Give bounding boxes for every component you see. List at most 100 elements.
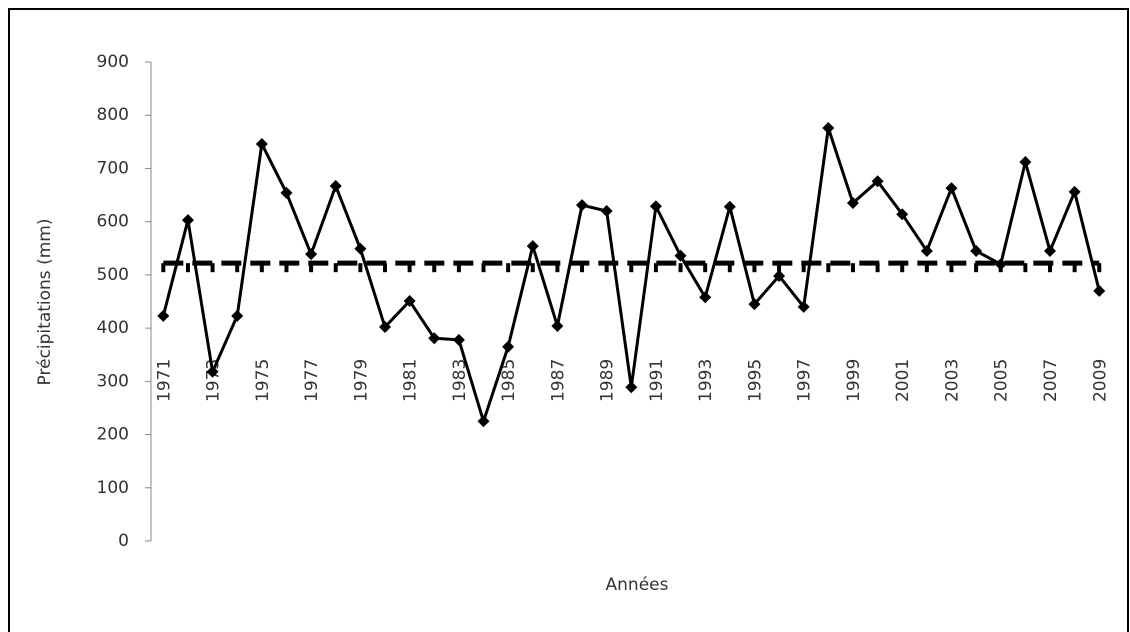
point-marker: [920, 244, 933, 257]
point-marker: [157, 309, 170, 322]
x-tick-label: 1975: [253, 359, 273, 402]
point-marker: [1093, 284, 1106, 297]
point-marker: [452, 333, 465, 346]
mean-marker: [777, 263, 782, 273]
x-tick-label: 1985: [499, 359, 519, 402]
y-axis-label: Précipitations (mm): [35, 219, 55, 386]
x-tick-label: 1995: [745, 359, 765, 402]
mean-marker: [826, 263, 831, 273]
y-tick-label: 500: [97, 265, 129, 285]
point-marker: [576, 199, 589, 212]
point-marker: [773, 269, 786, 282]
x-tick-label: 2001: [893, 359, 913, 402]
mean-marker: [284, 263, 289, 273]
x-tick-label: 1999: [844, 359, 864, 402]
mean-marker: [235, 263, 240, 273]
mean-marker: [678, 263, 683, 273]
point-marker: [600, 205, 613, 218]
mean-marker: [580, 263, 585, 273]
mean-marker: [653, 263, 658, 273]
mean-marker: [481, 263, 486, 273]
y-tick-label: 200: [97, 425, 129, 445]
x-tick-label: 1973: [204, 359, 224, 402]
mean-marker: [555, 263, 560, 273]
mean-marker: [900, 263, 905, 273]
y-tick-label: 0: [118, 531, 129, 551]
point-marker: [797, 300, 810, 313]
point-marker: [699, 291, 712, 304]
mean-marker: [875, 263, 880, 273]
mean-marker: [801, 263, 806, 273]
mean-marker: [506, 263, 511, 273]
point-marker: [354, 242, 367, 255]
mean-marker: [974, 263, 979, 273]
point-marker: [403, 294, 416, 307]
mean-marker: [703, 263, 708, 273]
x-tick-label: 1993: [696, 359, 716, 402]
point-marker: [551, 319, 564, 332]
x-tick-label: 1991: [647, 359, 667, 402]
x-axis-label: Années: [606, 575, 669, 595]
x-tick-label: 1987: [548, 359, 568, 402]
x-tick-label: 1977: [302, 359, 322, 402]
y-tick-label: 900: [97, 52, 129, 72]
mean-marker: [924, 263, 929, 273]
point-marker: [1043, 244, 1056, 257]
point-marker: [378, 321, 391, 334]
x-tick-label: 1989: [598, 359, 618, 402]
y-tick-label: 300: [97, 371, 129, 391]
point-marker: [625, 381, 638, 394]
point-marker: [255, 137, 268, 150]
x-tick-label: 2003: [942, 359, 962, 402]
point-marker: [871, 175, 884, 188]
point-marker: [428, 332, 441, 345]
point-marker: [970, 244, 983, 257]
point-marker: [181, 214, 194, 227]
mean-marker: [1047, 263, 1052, 273]
point-marker: [329, 180, 342, 193]
mean-marker: [432, 263, 437, 273]
point-marker: [748, 298, 761, 311]
point-marker: [231, 309, 244, 322]
mean-marker: [949, 263, 954, 273]
point-marker: [502, 340, 515, 353]
y-tick-label: 600: [97, 212, 129, 232]
mean-marker: [358, 263, 363, 273]
point-marker: [945, 182, 958, 195]
point-marker: [822, 121, 835, 134]
mean-marker: [456, 263, 461, 273]
chart-frame: [8, 8, 1129, 632]
mean-marker: [185, 263, 190, 273]
mean-marker: [309, 263, 314, 273]
point-marker: [1019, 156, 1032, 169]
x-tick-label: 1997: [795, 359, 815, 402]
mean-marker: [382, 263, 387, 273]
point-marker: [649, 200, 662, 213]
point-marker: [846, 197, 859, 210]
x-tick-label: 2005: [992, 359, 1012, 402]
mean-marker: [210, 263, 215, 273]
x-tick-label: 1971: [154, 359, 174, 402]
mean-marker: [1023, 263, 1028, 273]
x-tick-label: 1983: [450, 359, 470, 402]
point-marker: [896, 208, 909, 221]
point-marker: [477, 415, 490, 428]
y-tick-label: 800: [97, 105, 129, 125]
mean-marker: [604, 263, 609, 273]
y-tick-label: 700: [97, 158, 129, 178]
point-marker: [526, 240, 539, 253]
y-tick-label: 100: [97, 478, 129, 498]
mean-marker: [530, 263, 535, 273]
x-tick-label: 1979: [351, 359, 371, 402]
mean-marker: [629, 263, 634, 273]
point-marker: [674, 249, 687, 262]
mean-marker: [407, 263, 412, 273]
mean-marker: [1072, 263, 1077, 273]
mean-marker: [259, 263, 264, 273]
x-tick-label: 2007: [1041, 359, 1061, 402]
point-marker: [305, 248, 318, 261]
mean-marker: [850, 263, 855, 273]
point-marker: [280, 186, 293, 199]
mean-marker: [1097, 263, 1102, 273]
